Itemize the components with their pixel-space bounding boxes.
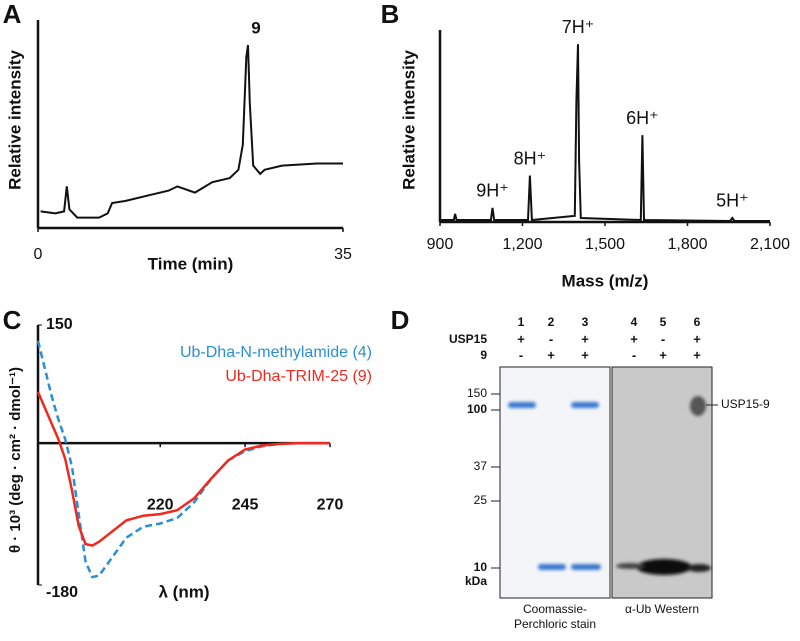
x-axis-label: Mass (m/z)	[562, 271, 649, 290]
row-sign: +	[581, 347, 589, 362]
band	[690, 396, 706, 416]
marker-label: 37	[474, 459, 488, 473]
panel-letter: A	[3, 0, 22, 29]
legend-label: Ub-Dha-N-methylamide (4)	[180, 344, 372, 361]
marker-label: 10	[474, 560, 488, 574]
row-sign: +	[659, 347, 667, 362]
data-line	[36, 391, 330, 547]
peak-label: 8H⁺	[514, 148, 547, 168]
band	[571, 564, 601, 570]
row-sign: +	[517, 331, 525, 346]
peak-label: 9H⁺	[476, 181, 509, 201]
x-tick-label: 1,200	[502, 236, 542, 253]
lane-number: 5	[660, 315, 667, 329]
y-tick-label: 150	[46, 316, 73, 333]
coomassie-gel	[499, 366, 611, 599]
band	[508, 402, 536, 408]
row-sign: -	[632, 347, 636, 362]
band-label: USP15-9	[721, 397, 770, 411]
peak-label: 6H⁺	[626, 108, 659, 128]
peak-label: 9	[251, 18, 260, 37]
x-tick-label: 900	[427, 236, 454, 253]
panel-letter: C	[3, 305, 22, 335]
row-label: USP15	[449, 332, 487, 346]
x-axis-label: λ (nm)	[159, 582, 210, 601]
marker-label: 100	[467, 402, 487, 416]
peak-label: 7H⁺	[562, 17, 595, 37]
y-tick-label: -180	[46, 584, 78, 601]
x-tick-label: 1,500	[585, 236, 625, 253]
gel-caption: Coomassie-	[523, 602, 587, 616]
band	[571, 402, 599, 408]
x-tick-label: 0	[34, 246, 43, 263]
gel-caption: Perchloric stain	[514, 617, 596, 631]
bands	[508, 396, 711, 575]
marker-label: 150	[467, 386, 487, 400]
row-sign: -	[549, 331, 553, 346]
marker-label: 25	[474, 493, 488, 507]
panel-letter: D	[391, 305, 410, 335]
row-sign: +	[693, 331, 701, 346]
band	[636, 559, 692, 575]
lane-number: 3	[582, 315, 589, 329]
x-tick-label: 35	[334, 246, 352, 263]
row-sign: -	[661, 331, 665, 346]
data-line	[40, 44, 343, 219]
peak-label: 5H⁺	[716, 191, 749, 211]
lane-number: 2	[548, 315, 555, 329]
row-label: 9	[480, 348, 487, 362]
y-axis-label: Relative intensity	[5, 50, 24, 190]
data-line	[440, 44, 770, 223]
x-tick-label: 220	[147, 496, 174, 513]
y-axis-label: θ · 10³ (deg · cm² · dmol⁻¹)	[7, 367, 24, 553]
row-sign: +	[630, 331, 638, 346]
lane-number: 1	[518, 315, 525, 329]
lane-number: 6	[694, 315, 701, 329]
row-sign: +	[581, 331, 589, 346]
band	[687, 564, 711, 572]
unit-label: kDa	[465, 574, 487, 588]
gel-caption: α-Ub Western	[625, 602, 699, 616]
panel-letter: B	[381, 0, 400, 29]
x-tick-label: 245	[232, 496, 259, 513]
x-tick-label: 270	[317, 496, 344, 513]
x-tick-label: 1,800	[667, 236, 707, 253]
x-tick-label: 2,100	[750, 236, 790, 253]
legend-label: Ub-Dha-TRIM-25 (9)	[225, 368, 372, 385]
band	[538, 564, 566, 570]
band	[616, 563, 644, 569]
row-sign: +	[547, 347, 555, 362]
y-axis-label: Relative intensity	[399, 50, 418, 190]
lane-number: 4	[631, 315, 638, 329]
row-sign: +	[693, 347, 701, 362]
row-sign: -	[519, 347, 523, 362]
x-axis-label: Time (min)	[148, 254, 234, 273]
